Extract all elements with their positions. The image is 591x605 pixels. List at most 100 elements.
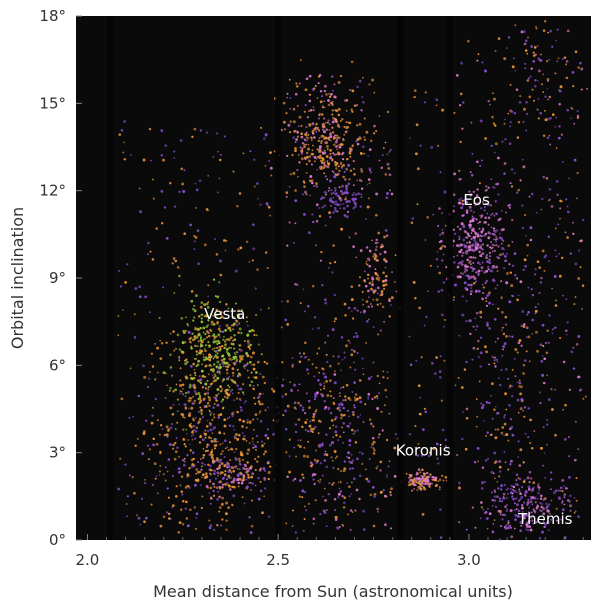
asteroid-point: [196, 345, 199, 348]
asteroid-point: [328, 364, 332, 368]
asteroid-point: [204, 387, 208, 390]
asteroid-point: [534, 268, 537, 271]
asteroid-point: [444, 224, 447, 227]
x-tick-label: 2.0: [76, 551, 100, 569]
asteroid-point: [319, 90, 323, 93]
asteroid-point: [336, 123, 340, 126]
asteroid-point: [456, 265, 460, 269]
asteroid-point: [171, 447, 175, 450]
asteroid-point: [257, 395, 261, 399]
asteroid-point: [487, 457, 489, 460]
asteroid-point: [477, 53, 480, 56]
asteroid-point: [223, 456, 226, 458]
asteroid-point: [221, 496, 224, 500]
asteroid-point: [525, 112, 529, 116]
asteroid-point: [517, 514, 520, 517]
asteroid-point: [193, 424, 196, 427]
asteroid-point: [130, 154, 132, 156]
asteroid-point: [202, 353, 205, 356]
asteroid-point: [380, 410, 383, 414]
asteroid-point: [288, 470, 292, 474]
asteroid-point: [285, 195, 288, 198]
asteroid-point: [337, 151, 340, 154]
asteroid-point: [350, 148, 353, 152]
asteroid-point: [496, 182, 500, 186]
asteroid-point: [356, 85, 359, 89]
asteroid-point: [481, 252, 485, 256]
asteroid-point: [546, 504, 550, 508]
asteroid-point: [191, 463, 195, 466]
asteroid-point: [561, 479, 565, 482]
asteroid-point: [159, 451, 162, 455]
asteroid-point: [350, 353, 354, 357]
asteroid-point: [372, 132, 376, 135]
asteroid-point: [327, 99, 330, 102]
asteroid-point: [231, 485, 234, 489]
asteroid-point: [380, 290, 384, 293]
asteroid-point: [367, 197, 370, 200]
asteroid-point: [352, 413, 355, 416]
asteroid-point: [505, 408, 508, 411]
asteroid-point: [334, 370, 336, 373]
asteroid-point: [331, 441, 335, 445]
asteroid-point: [159, 524, 163, 528]
asteroid-point: [468, 256, 471, 259]
asteroid-point: [223, 239, 226, 242]
asteroid-point: [376, 507, 380, 511]
asteroid-point: [231, 503, 234, 507]
asteroid-point: [453, 232, 457, 236]
asteroid-point: [236, 351, 239, 354]
asteroid-point: [527, 407, 530, 410]
asteroid-point: [488, 301, 491, 305]
asteroid-point: [370, 422, 373, 426]
asteroid-point: [232, 479, 235, 482]
asteroid-point: [492, 523, 495, 525]
asteroid-point: [369, 418, 372, 421]
asteroid-point: [245, 467, 248, 470]
asteroid-point: [474, 317, 477, 320]
asteroid-point: [411, 217, 414, 220]
asteroid-point: [197, 478, 200, 481]
asteroid-point: [519, 498, 522, 501]
asteroid-point: [209, 496, 213, 500]
asteroid-point: [584, 395, 587, 398]
asteroid-point: [204, 449, 208, 453]
asteroid-point: [211, 382, 214, 385]
asteroid-point: [526, 52, 529, 55]
asteroid-point: [238, 460, 241, 463]
asteroid-point: [542, 134, 546, 137]
asteroid-point: [536, 349, 539, 353]
asteroid-point: [199, 378, 203, 382]
asteroid-point: [354, 232, 358, 235]
asteroid-point: [189, 412, 192, 415]
asteroid-point: [376, 286, 380, 290]
asteroid-point: [216, 352, 219, 355]
asteroid-point: [421, 480, 424, 483]
asteroid-point: [307, 358, 310, 361]
asteroid-point: [292, 136, 296, 139]
asteroid-point: [356, 104, 359, 107]
asteroid-point: [350, 108, 353, 111]
asteroid-point: [502, 345, 506, 348]
asteroid-point: [201, 374, 205, 378]
asteroid-point: [191, 384, 194, 388]
asteroid-point: [203, 397, 206, 401]
asteroid-point: [367, 377, 371, 381]
asteroid-point: [239, 450, 243, 454]
asteroid-point: [250, 363, 253, 366]
asteroid-point: [203, 338, 205, 341]
asteroid-point: [508, 263, 511, 266]
asteroid-point: [507, 493, 509, 495]
asteroid-point: [225, 303, 228, 306]
asteroid-point: [547, 235, 550, 238]
asteroid-point: [187, 484, 190, 488]
asteroid-point: [382, 370, 385, 373]
asteroid-point: [326, 334, 330, 337]
asteroid-point: [265, 362, 269, 365]
asteroid-point: [520, 524, 523, 527]
asteroid-point: [232, 316, 235, 319]
asteroid-point: [241, 458, 245, 461]
asteroid-point: [298, 445, 302, 449]
asteroid-point: [316, 168, 318, 171]
asteroid-point: [208, 364, 211, 367]
